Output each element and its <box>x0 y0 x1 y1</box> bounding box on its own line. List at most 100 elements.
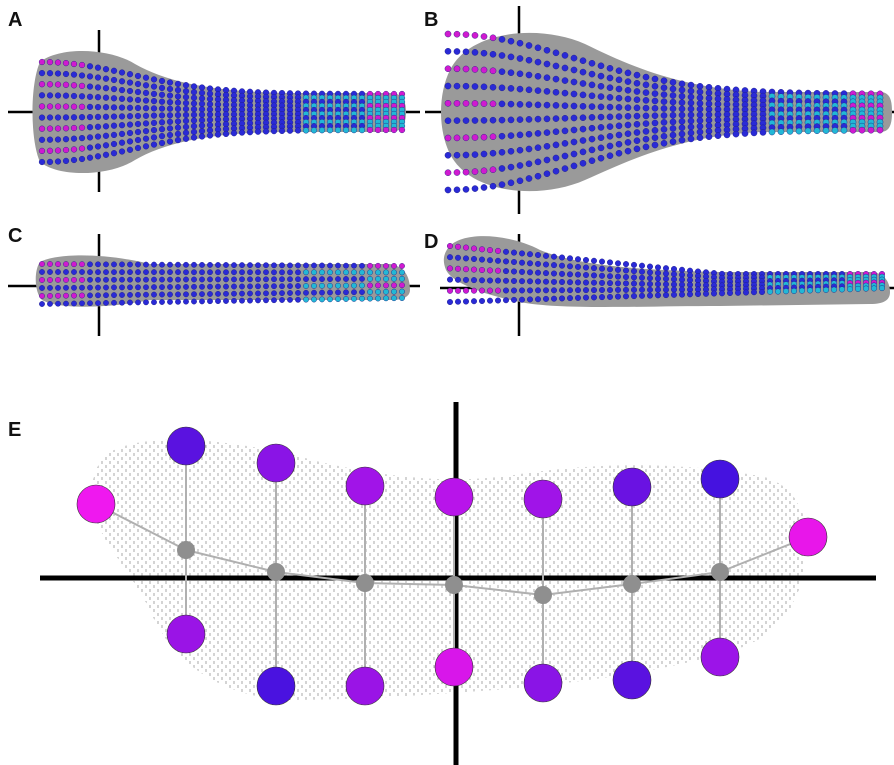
lumen-dot <box>110 104 118 111</box>
lumen-dot <box>642 135 650 143</box>
lumen-dot <box>543 170 551 177</box>
lumen-dot <box>206 127 214 134</box>
lumen-dot <box>223 262 229 268</box>
lumen-dot <box>263 297 269 304</box>
lumen-dot <box>551 278 558 285</box>
lumen-dot <box>271 283 277 290</box>
spine-link <box>631 571 721 585</box>
lumen-dot <box>463 244 470 251</box>
lumen-dot <box>471 245 478 252</box>
lumen-dot <box>735 289 742 296</box>
lumen-dot <box>480 100 488 107</box>
lumen-dot <box>111 284 117 291</box>
lumen-dot <box>167 276 173 283</box>
lumen-dot <box>633 137 641 144</box>
lumen-dot <box>507 147 515 155</box>
lumen-dot <box>534 87 542 94</box>
panel-d <box>440 234 894 336</box>
lumen-dot <box>655 286 662 293</box>
lumen-dot <box>651 105 659 112</box>
lumen-dot <box>855 285 862 292</box>
lumen-dot <box>498 116 506 124</box>
lumen-dot <box>516 101 524 108</box>
lumen-dot <box>263 276 269 283</box>
lumen-dot <box>479 287 486 294</box>
lumen-dot <box>487 277 494 284</box>
lumen-dot <box>663 281 670 288</box>
lumen-dot <box>804 127 812 135</box>
top-marker-node <box>700 459 740 499</box>
lumen-dot <box>567 271 574 278</box>
lumen-dot <box>47 292 53 299</box>
lumen-dot <box>279 283 285 290</box>
lumen-dot <box>311 276 317 282</box>
lumen-dot <box>777 128 785 135</box>
lumen-dot <box>660 84 668 91</box>
lumen-dot <box>70 124 78 132</box>
lumen-dot <box>391 295 397 302</box>
lumen-dot <box>579 57 587 65</box>
lumen-dot <box>94 123 102 130</box>
lumen-dot <box>110 140 118 148</box>
lumen-dot <box>858 126 866 134</box>
lumen-dot <box>503 287 510 294</box>
lumen-dot <box>623 293 630 300</box>
lumen-dot <box>70 135 78 142</box>
lumen-dot <box>447 276 454 283</box>
lumen-dot <box>606 123 614 130</box>
lumen-dot <box>78 124 86 131</box>
lumen-dot <box>669 131 677 139</box>
lumen-dot <box>663 286 670 293</box>
lumen-dot <box>143 269 149 275</box>
lumen-dot <box>62 125 70 132</box>
lumen-dot <box>543 47 551 54</box>
lumen-dot <box>279 297 285 303</box>
lumen-dot <box>206 85 214 92</box>
lumen-dot <box>174 111 182 119</box>
lumen-dot <box>607 259 614 266</box>
lumen-dot <box>230 130 238 137</box>
lumen-dot <box>319 289 325 296</box>
lumen-dot <box>705 95 713 102</box>
lumen-dot <box>38 125 46 132</box>
lumen-dot <box>319 262 325 269</box>
lumen-dot <box>39 301 45 307</box>
lumen-dot <box>78 103 86 110</box>
lumen-dot <box>239 269 245 276</box>
lumen-dot <box>191 283 197 290</box>
lumen-dot <box>110 95 118 102</box>
lumen-dot <box>525 101 533 108</box>
lumen-dot <box>768 128 776 136</box>
lumen-dot <box>311 289 317 296</box>
lumen-dot <box>54 92 62 99</box>
lumen-dot <box>453 30 461 38</box>
lumen-dot <box>599 258 606 265</box>
lumen-dot <box>561 152 569 160</box>
lumen-dot <box>383 269 389 276</box>
lumen-dot <box>334 127 342 134</box>
lumen-dot <box>142 105 150 112</box>
lumen-dot <box>487 267 494 274</box>
lumen-dot <box>278 127 286 134</box>
lumen-dot <box>516 39 524 47</box>
lumen-dot <box>358 127 366 134</box>
lumen-dot <box>191 291 197 298</box>
lumen-dot <box>579 137 587 144</box>
lumen-dot <box>102 75 110 82</box>
lumen-dot <box>62 59 70 67</box>
lumen-dot <box>359 275 365 282</box>
lumen-dot <box>38 103 46 110</box>
lumen-dot <box>671 276 678 283</box>
lumen-dot <box>705 127 713 135</box>
lumen-dot <box>159 299 165 305</box>
bottom-marker-node <box>345 666 385 706</box>
lumen-dot <box>519 278 526 285</box>
lumen-dot <box>47 269 53 275</box>
lumen-dot <box>118 139 126 146</box>
lumen-dot <box>102 104 110 111</box>
lumen-dot <box>660 126 668 133</box>
lumen-dot <box>743 289 750 296</box>
lumen-dot <box>633 88 641 95</box>
lumen-dot <box>135 299 141 306</box>
lumen-dot <box>103 276 109 283</box>
